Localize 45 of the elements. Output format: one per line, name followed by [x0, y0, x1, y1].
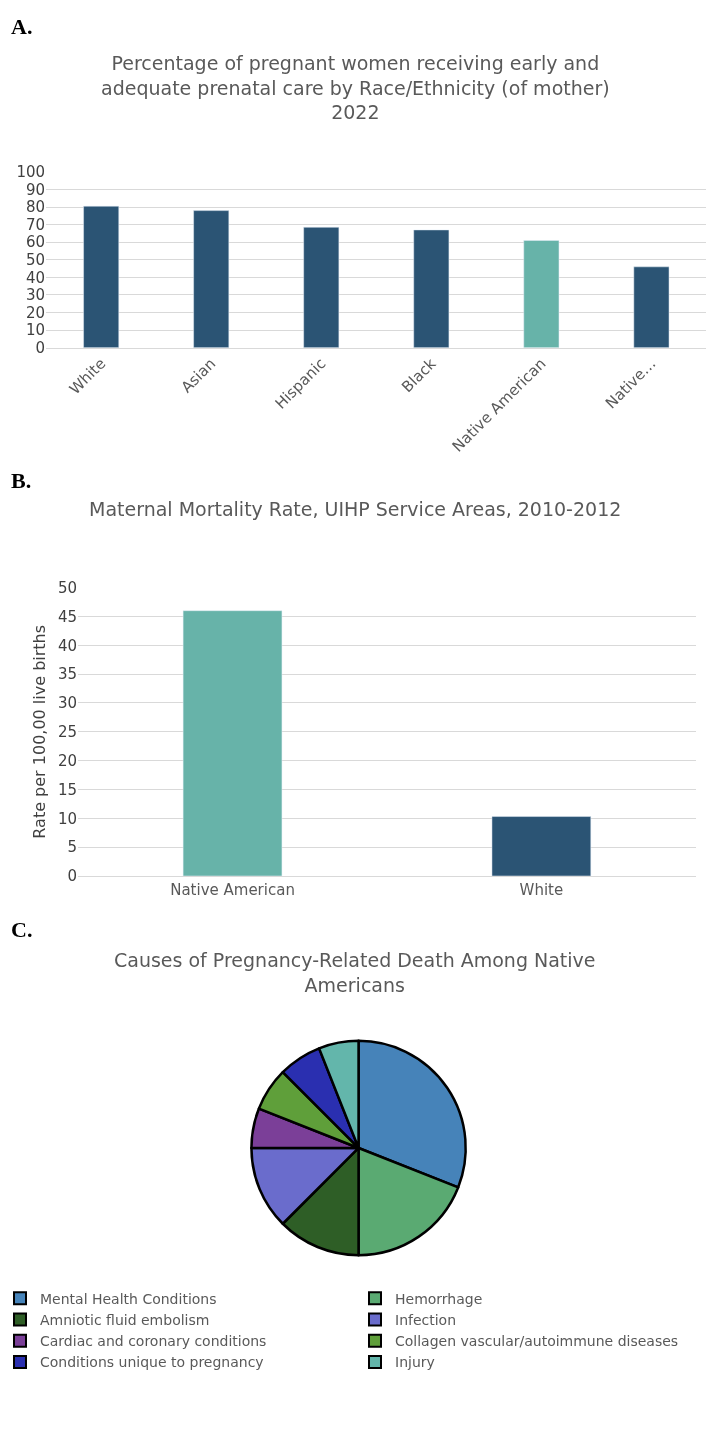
y-tick-label: 50: [58, 578, 78, 597]
legend-label: Injury: [395, 1354, 435, 1371]
y-tick-label: 5: [67, 838, 78, 857]
y-tick-label: 70: [26, 215, 46, 234]
bar: [413, 229, 450, 348]
legend-label: Conditions unique to pregnancy: [40, 1354, 264, 1371]
text: A.: [11, 14, 33, 39]
chart-title: Maternal Mortality Rate, UIHP Service Areas, 2010-2012: [89, 498, 622, 520]
y-axis-title: Rate per 100,00 live births: [29, 624, 49, 839]
bar: [633, 266, 670, 348]
x-tick-label: Native American: [170, 880, 295, 899]
y-tick-label: 0: [67, 867, 78, 886]
legend-label: Hemorrhage: [395, 1290, 483, 1307]
text: C.: [11, 917, 33, 942]
text: B.: [11, 468, 32, 493]
y-tick-label: 30: [58, 694, 78, 713]
legend-label: Collagen vascular/autoimmune diseases: [395, 1333, 679, 1350]
bar: [303, 227, 340, 348]
y-tick-label: 35: [58, 665, 78, 684]
y-tick-label: 80: [26, 198, 46, 217]
y-tick-label: 50: [26, 251, 46, 270]
y-tick-label: 60: [26, 233, 46, 252]
legend-label: Amniotic fluid embolism: [40, 1312, 210, 1329]
bar: [193, 210, 230, 348]
y-tick-label: 30: [26, 286, 46, 305]
y-tick-label: 40: [58, 636, 78, 655]
legend-label: Mental Health Conditions: [40, 1290, 217, 1307]
chart-title: Percentage of pregnant women receiving early and adequate prenatal care by Race/Ethnicity (of mother) 2022: [101, 52, 610, 124]
y-tick-label: 40: [26, 268, 46, 287]
y-tick-label: 45: [58, 607, 78, 626]
x-tick-label: White: [519, 880, 564, 899]
y-tick-label: 15: [58, 780, 78, 799]
y-tick-label: 0: [35, 338, 46, 357]
y-tick-label: 10: [58, 809, 78, 828]
y-tick-label: 100: [16, 163, 46, 182]
y-tick-label: 90: [26, 180, 46, 199]
legend-label: Cardiac and coronary conditions: [40, 1333, 267, 1350]
y-tick-label: 20: [58, 751, 78, 770]
y-tick-label: 10: [26, 321, 46, 340]
y-tick-label: 25: [58, 723, 78, 742]
bar: [83, 205, 120, 348]
y-tick-label: 20: [26, 303, 46, 322]
chart-title: Causes of Pregnancy-Related Death Among Native Americans: [114, 949, 596, 996]
legend-label: Infection: [395, 1312, 457, 1329]
bar: [523, 240, 560, 348]
